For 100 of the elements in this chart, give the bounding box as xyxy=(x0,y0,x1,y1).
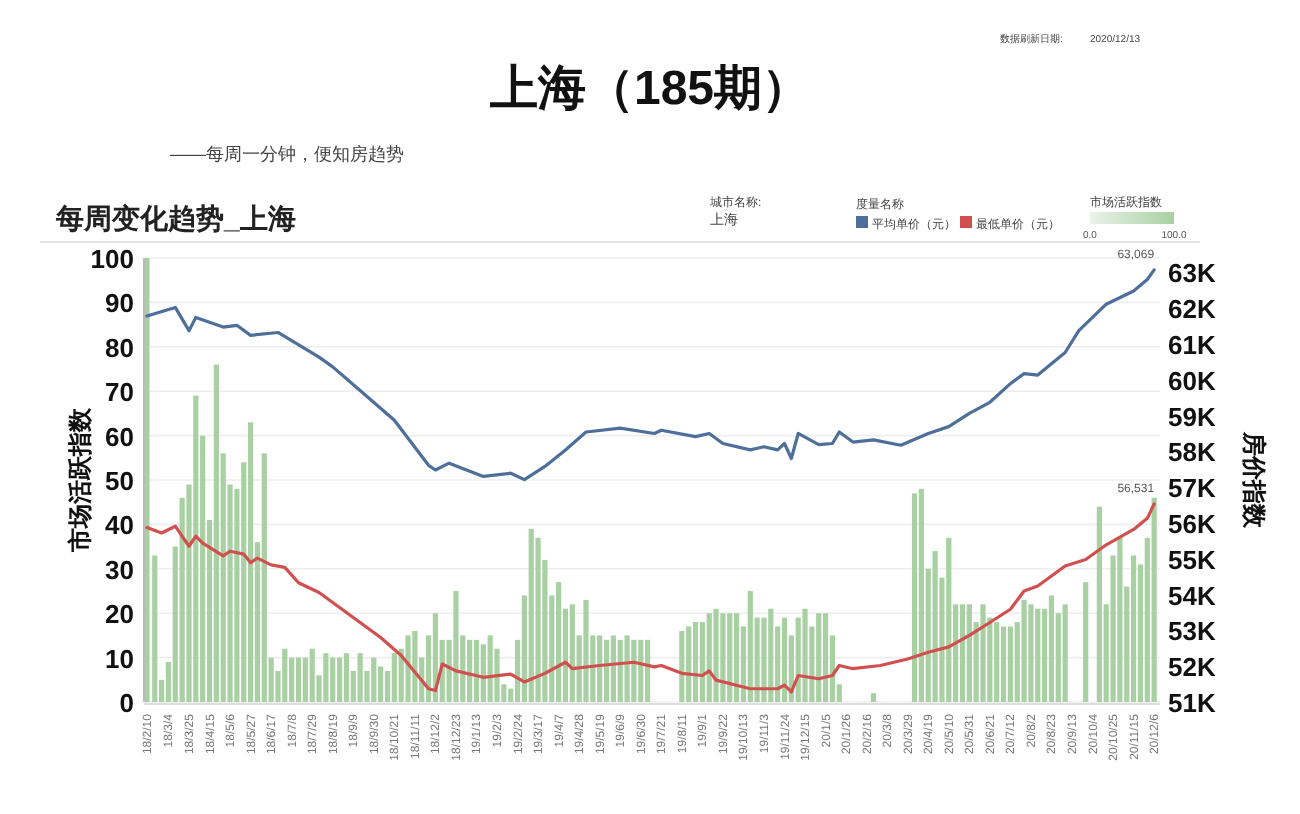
bar xyxy=(535,537,541,702)
y2-tick-label: 51K xyxy=(1168,688,1217,718)
bar xyxy=(1028,604,1034,702)
y-tick-label: 80 xyxy=(105,332,134,363)
y-tick-label: 10 xyxy=(105,643,134,674)
bar xyxy=(1083,582,1089,702)
bar xyxy=(1007,626,1013,702)
bar xyxy=(289,657,295,702)
y-tick-label: 30 xyxy=(105,554,134,585)
bar xyxy=(261,453,267,702)
bar xyxy=(631,639,637,702)
bar xyxy=(343,653,350,702)
bar xyxy=(1117,537,1123,702)
bar xyxy=(946,537,952,702)
bar xyxy=(610,635,616,702)
y-tick-label: 60 xyxy=(105,421,134,452)
bar xyxy=(597,635,603,702)
bar xyxy=(1096,506,1102,702)
bar xyxy=(733,613,740,702)
bar xyxy=(980,604,986,702)
y2-tick-label: 60K xyxy=(1168,365,1217,396)
y-tick-label: 40 xyxy=(105,510,134,541)
bar xyxy=(391,653,397,702)
bar xyxy=(617,639,623,702)
bar xyxy=(713,608,719,702)
bar xyxy=(932,551,938,702)
bar xyxy=(371,657,377,702)
bar xyxy=(302,657,308,702)
bar xyxy=(686,626,692,702)
bar xyxy=(467,639,473,702)
bar xyxy=(802,608,808,702)
bar xyxy=(378,666,384,702)
bar xyxy=(1048,595,1055,702)
bar xyxy=(295,657,302,702)
y2-axis-title: 房价指数 xyxy=(1240,430,1268,530)
bar xyxy=(487,635,493,702)
bar xyxy=(1021,599,1027,702)
line-series xyxy=(145,268,1156,482)
bar xyxy=(213,364,219,702)
bar xyxy=(768,608,774,702)
bar xyxy=(603,639,610,702)
bar xyxy=(816,613,822,702)
bar xyxy=(309,648,315,702)
bar xyxy=(583,599,589,702)
bar xyxy=(144,258,150,702)
y2-tick-label: 58K xyxy=(1168,437,1217,468)
bar xyxy=(638,639,644,702)
bar xyxy=(1151,497,1157,702)
bar xyxy=(569,604,575,702)
y-tick-label: 50 xyxy=(105,466,134,496)
bar xyxy=(1062,604,1068,702)
y2-tick-label: 52K xyxy=(1168,652,1217,683)
bar xyxy=(706,613,712,702)
bar xyxy=(247,422,254,702)
chart-title: 上海（185期） xyxy=(487,62,811,116)
y2-tick-label: 62K xyxy=(1168,294,1217,325)
bar xyxy=(795,617,801,702)
y-axis-title: 市场活跃指数 xyxy=(66,406,94,554)
y2-tick-label: 57K xyxy=(1168,473,1217,504)
bar xyxy=(679,630,685,702)
y-tick-label: 70 xyxy=(105,377,134,408)
y2-tick-label: 56K xyxy=(1168,508,1217,539)
bar xyxy=(994,622,1000,702)
bar xyxy=(822,613,829,702)
bar xyxy=(761,617,767,702)
bar xyxy=(959,604,966,702)
bar xyxy=(453,591,459,702)
y2-tick-label: 55K xyxy=(1168,544,1217,575)
bar xyxy=(918,488,924,702)
bar xyxy=(727,613,733,702)
bar xyxy=(781,617,788,702)
y-tick-label: 100 xyxy=(90,244,134,274)
line-series xyxy=(145,502,1156,694)
bar xyxy=(624,635,630,702)
bar xyxy=(405,635,411,702)
bar xyxy=(323,653,329,702)
text: ——每周一分钟，便知房趋势 xyxy=(170,144,404,164)
bar xyxy=(330,657,336,702)
y2-tick-label: 53K xyxy=(1168,616,1217,647)
bar xyxy=(911,493,918,702)
bar xyxy=(1131,555,1137,702)
bar xyxy=(556,582,562,702)
bar xyxy=(1035,608,1041,702)
bar xyxy=(747,591,753,702)
bar xyxy=(282,648,288,702)
chart-subtitle: 每周变化趋势_上海 xyxy=(54,202,296,234)
y2-tick-label: 63K xyxy=(1168,258,1217,289)
bar xyxy=(966,604,972,702)
y2-tick-label: 61K xyxy=(1168,329,1217,360)
bar xyxy=(870,693,877,702)
bar xyxy=(336,657,343,702)
bar xyxy=(1000,626,1007,702)
bar xyxy=(692,622,699,702)
y-tick-label: 0 xyxy=(119,688,134,718)
y-tick-label: 90 xyxy=(105,288,134,319)
bar xyxy=(720,613,726,702)
bar xyxy=(473,639,480,702)
y-tick-label: 20 xyxy=(105,599,134,630)
y2-tick-label: 59K xyxy=(1168,401,1217,432)
bar xyxy=(357,653,363,702)
